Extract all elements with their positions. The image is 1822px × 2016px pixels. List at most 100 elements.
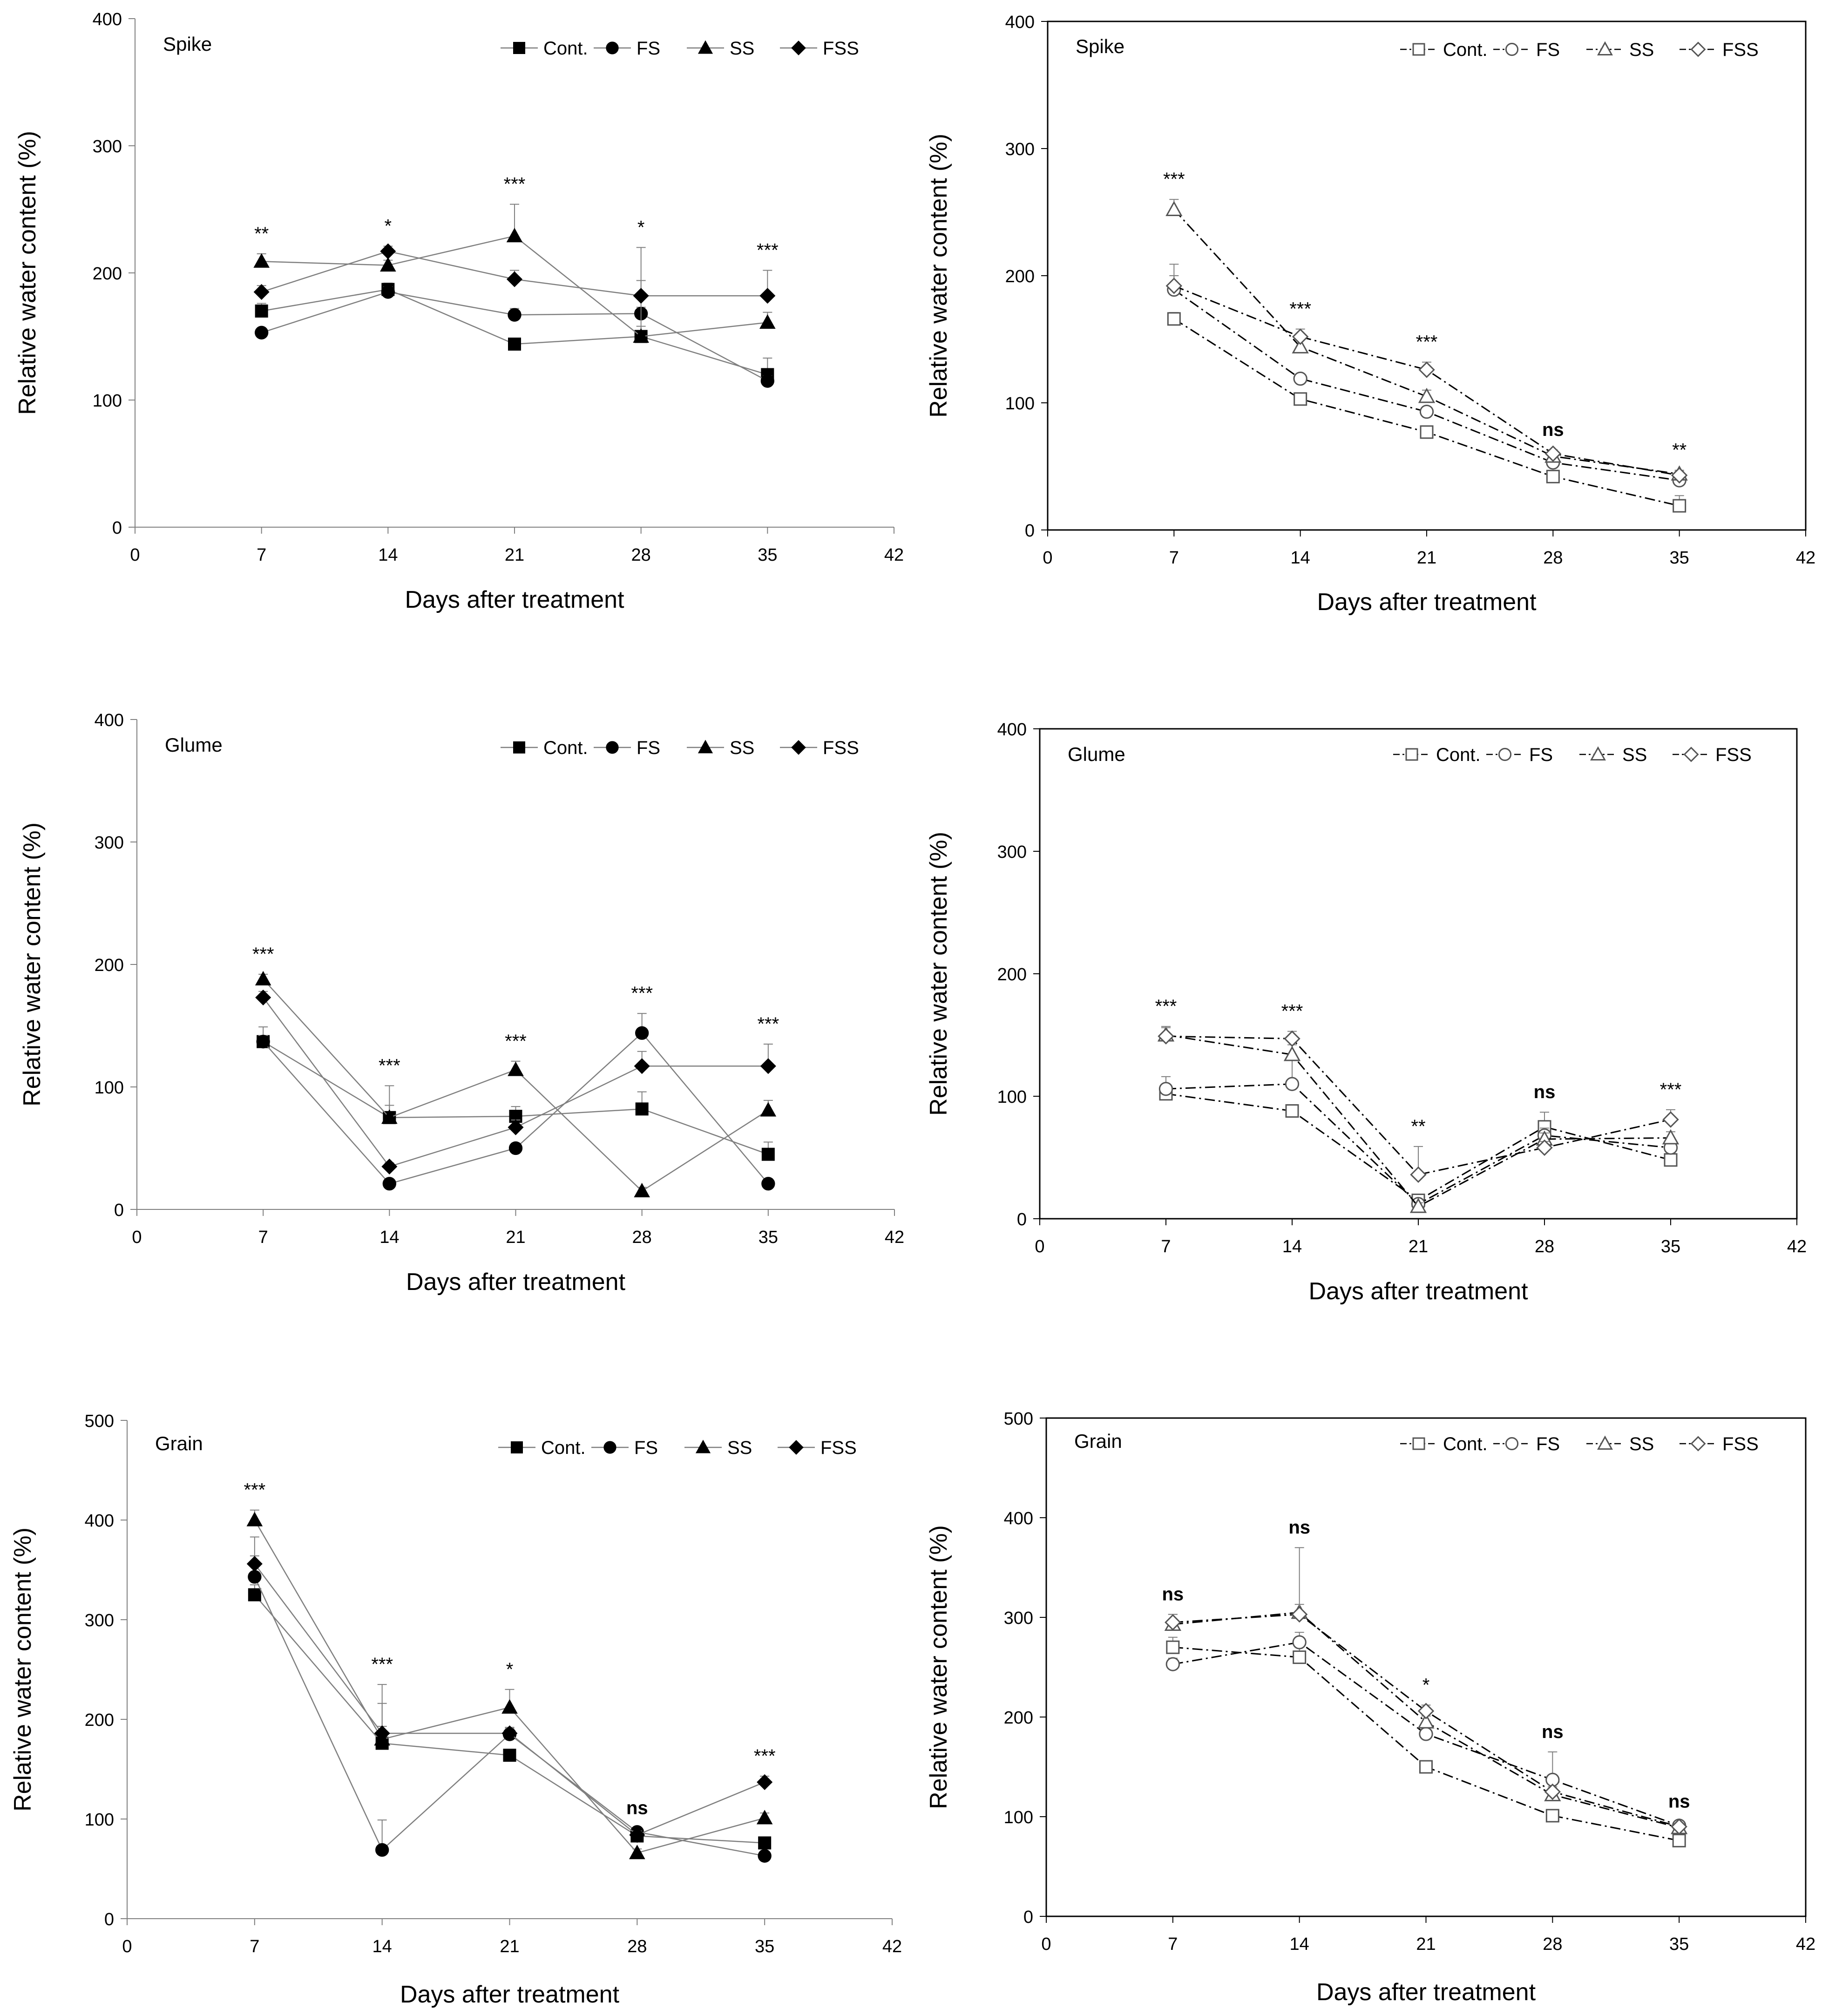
x-tick-label: 7: [1168, 1935, 1178, 1954]
data-point: [1672, 1833, 1686, 1847]
data-point: [381, 285, 395, 299]
data-point: [760, 1058, 776, 1074]
legend-label: FSS: [823, 738, 859, 758]
y-tick-label: 300: [85, 1611, 114, 1630]
series-line: [1172, 1614, 1680, 1827]
data-point: [1285, 1104, 1299, 1118]
legend-marker: [791, 740, 806, 755]
series-line: [1173, 285, 1680, 476]
x-tick-label: 42: [882, 1937, 902, 1956]
legend-marker: [791, 41, 806, 55]
data-point: [506, 228, 523, 243]
x-tick-label: 0: [122, 1937, 132, 1956]
y-tick-label: 200: [95, 956, 124, 975]
series-line: [261, 289, 768, 375]
data-point: [375, 1843, 389, 1857]
data-point: [1165, 1657, 1180, 1671]
legend-marker: [513, 741, 525, 753]
data-point: [1545, 1809, 1559, 1823]
legend-marker: [1505, 1437, 1519, 1451]
data-point: [1671, 467, 1688, 484]
x-tick-label: 42: [1796, 548, 1815, 568]
series-line: [1165, 1035, 1671, 1175]
y-tick-label: 0: [114, 1201, 124, 1220]
data-point: [508, 1119, 524, 1135]
legend-label: SS: [1629, 40, 1654, 60]
chart-glume-a-svg: 0 100 200 300 400 0 7 14 21 28 35 42 Days after trea…: [19, 711, 904, 1296]
data-point: [1418, 387, 1436, 403]
legend-label: FSS: [1722, 40, 1759, 60]
y-tick-label: 0: [104, 1910, 114, 1929]
significance-label: **: [254, 224, 269, 244]
chart-glume-a: 0 100 200 300 400 0 7 14 21 28 35 42 Days after trea…: [0, 680, 911, 1341]
legend-label: SS: [727, 1438, 752, 1458]
significance-label: ***: [252, 944, 274, 964]
data-point: [1662, 1129, 1680, 1145]
data-point: [1664, 1153, 1678, 1167]
data-point: [1165, 201, 1183, 217]
plot-frame: [1045, 1417, 1807, 1917]
significance-label: *: [385, 216, 392, 237]
data-point: [246, 1512, 263, 1527]
data-point: [382, 1177, 396, 1191]
x-tick-label: 0: [1035, 1237, 1044, 1256]
series-fss: [1158, 1026, 1679, 1183]
y-tick-label: 0: [1017, 1210, 1027, 1229]
data-point: [1673, 499, 1687, 513]
x-tick-label: 28: [1543, 548, 1563, 568]
plot-frame: [1039, 728, 1798, 1220]
x-tick-label: 14: [1291, 548, 1310, 568]
data-point: [635, 1026, 649, 1040]
data-point: [1158, 1082, 1173, 1096]
data-point: [380, 257, 396, 272]
x-tick-label: 0: [1043, 548, 1052, 568]
x-tick-label: 14: [378, 545, 398, 565]
data-point: [506, 271, 523, 287]
significance-label: ns: [626, 1798, 648, 1818]
y-tick-label: 200: [85, 1711, 114, 1730]
x-tick-label: 21: [506, 1228, 525, 1247]
y-axis-label: Relative water content (%): [925, 134, 952, 418]
data-point: [761, 1147, 775, 1161]
data-point: [1546, 469, 1560, 483]
data-point: [1410, 1166, 1427, 1183]
data-point: [629, 1827, 645, 1843]
data-point: [633, 328, 649, 343]
x-tick-label: 42: [884, 545, 904, 565]
series-line: [263, 978, 769, 1192]
data-point: [1544, 1783, 1561, 1800]
series-line: [1173, 289, 1680, 482]
data-point: [256, 1035, 270, 1049]
series-fss: [1165, 1604, 1687, 1835]
data-point: [1293, 371, 1307, 386]
data-point: [1418, 361, 1435, 378]
x-tick-label: 7: [258, 1228, 268, 1247]
y-tick-label: 0: [1023, 1907, 1033, 1927]
x-tick-label: 7: [257, 545, 266, 565]
legend-label: Cont.: [543, 738, 588, 758]
legend-label: FSS: [1715, 745, 1752, 765]
legend-label: FS: [1529, 745, 1553, 765]
legend-label: FSS: [1722, 1434, 1759, 1454]
x-tick-label: 42: [885, 1228, 904, 1247]
series-fss: [246, 1555, 773, 1843]
x-axis-label: Days after treatment: [1308, 1278, 1528, 1305]
legend: Cont. FS SS FSS: [1400, 40, 1759, 60]
significance-label: ***: [1289, 299, 1311, 319]
data-point: [1417, 1703, 1435, 1719]
legend-label: SS: [1622, 745, 1647, 765]
y-tick-label: 200: [997, 965, 1027, 984]
x-tick-label: 14: [1290, 1935, 1309, 1954]
significance-label: **: [1411, 1116, 1425, 1137]
legend-label: FS: [637, 738, 660, 758]
series-fss: [255, 989, 776, 1174]
data-point: [1662, 1111, 1679, 1128]
data-point: [255, 326, 269, 339]
data-point: [760, 374, 774, 388]
x-tick-label: 35: [758, 545, 777, 565]
significance-label: ***: [379, 1055, 400, 1076]
significance-label: ***: [757, 240, 779, 261]
x-tick-label: 28: [1543, 1935, 1562, 1954]
series-fss: [253, 243, 776, 304]
significance-label: ns: [1542, 420, 1564, 440]
